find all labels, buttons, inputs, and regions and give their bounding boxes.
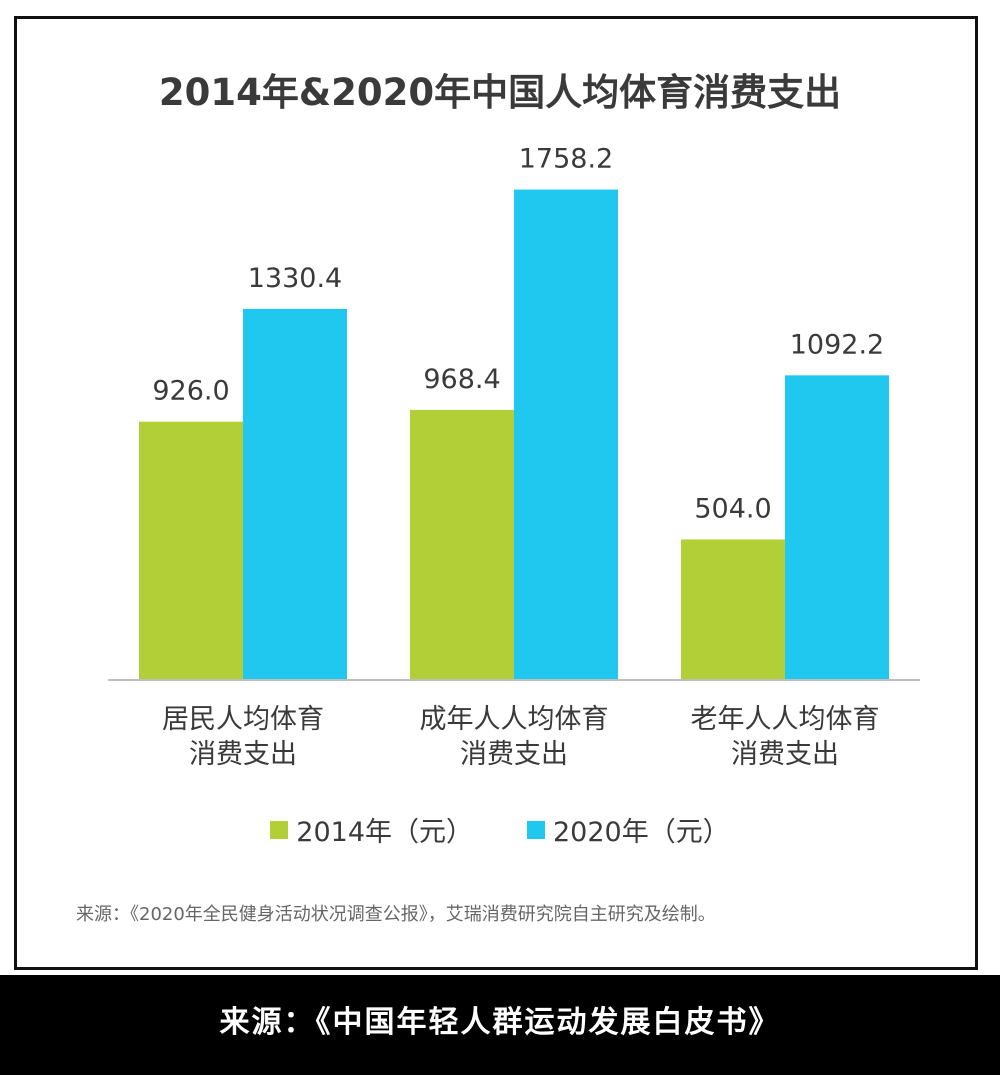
data-label: 1330.4 <box>248 263 342 294</box>
category-label: 老年人人均体育 消费支出 <box>690 704 880 770</box>
legend-swatch-2014 <box>270 820 289 839</box>
bar-2020-1 <box>514 189 618 680</box>
data-label: 1092.2 <box>790 329 884 360</box>
chart-panel: 2014年&2020年中国人均体育消费支出 926.0 968.4 504.0 133… <box>0 0 1000 975</box>
bar-chart: 926.0 968.4 504.0 1330.4 1758.2 1092.2 <box>108 144 920 681</box>
data-label: 504.0 <box>694 493 771 524</box>
bar-2020-0 <box>243 308 347 680</box>
caption: 来源：《中国年轻人群运动发展白皮书》 <box>219 1005 781 1040</box>
legend: 2014年（元） 2020年（元） <box>0 810 1000 849</box>
data-label: 1758.2 <box>519 144 613 175</box>
data-label: 926.0 <box>152 376 229 407</box>
category-label: 居民人均体育 消费支出 <box>162 704 324 770</box>
data-label: 968.4 <box>423 364 500 395</box>
source-note: 来源：《2020年全民健身活动状况调查公报》，艾瑞消费研究院自主研究及绘制。 <box>76 904 716 925</box>
legend-label-2014: 2014年（元） <box>296 817 473 848</box>
bar-2014-1 <box>410 409 514 680</box>
bar-2014-2 <box>681 539 785 680</box>
legend-label-2020: 2020年（元） <box>553 817 730 848</box>
legend-swatch-2020 <box>527 820 545 839</box>
bar-2020-2 <box>785 375 889 680</box>
legend-item-2014: 2014年（元） <box>270 810 473 849</box>
category-label: 成年人人均体育 消费支出 <box>419 704 609 770</box>
chart-border <box>14 16 978 970</box>
legend-item-2020: 2020年（元） <box>527 810 730 849</box>
chart-title: 2014年&2020年中国人均体育消费支出 <box>158 71 842 114</box>
bar-2014-0 <box>139 421 243 680</box>
